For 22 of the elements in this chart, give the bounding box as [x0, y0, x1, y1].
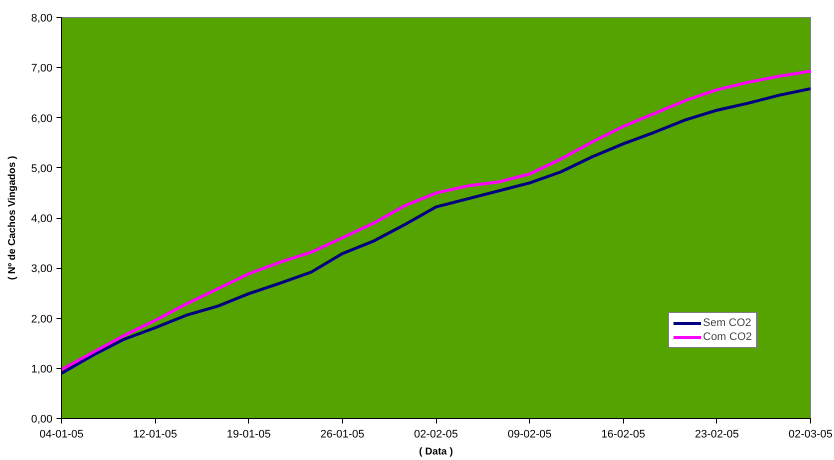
y-tick-label: 7,00	[31, 62, 53, 75]
x-tick-label: 02-02-05	[414, 428, 458, 440]
y-tick-label: 0,00	[31, 414, 53, 426]
legend-label: Sem CO2	[703, 317, 752, 329]
x-tick-label: 09-02-05	[508, 428, 552, 440]
y-tick-label: 6,00	[31, 112, 53, 125]
y-axis-title: ( Nº de Cachos Vingados )	[7, 156, 18, 280]
legend-label: Com CO2	[703, 331, 752, 343]
y-tick-label: 2,00	[31, 313, 53, 326]
x-tick-label: 16-02-05	[601, 428, 646, 440]
x-axis-title: ( Data )	[419, 446, 453, 458]
x-tick-label: 23-02-05	[694, 428, 739, 440]
x-tick-label: 26-01-05	[320, 428, 364, 440]
x-tick-label: 02-03-05	[788, 428, 833, 440]
x-tick-label: 12-01-05	[133, 428, 178, 440]
y-tick-label: 1,00	[31, 363, 53, 376]
y-tick-label: 4,00	[31, 213, 53, 225]
x-tick-label: 19-01-05	[226, 428, 271, 440]
y-tick-label: 8,00	[31, 12, 53, 24]
y-tick-label: 5,00	[31, 162, 53, 175]
y-tick-label: 3,00	[31, 263, 53, 276]
x-tick-label: 04-01-05	[39, 428, 84, 440]
